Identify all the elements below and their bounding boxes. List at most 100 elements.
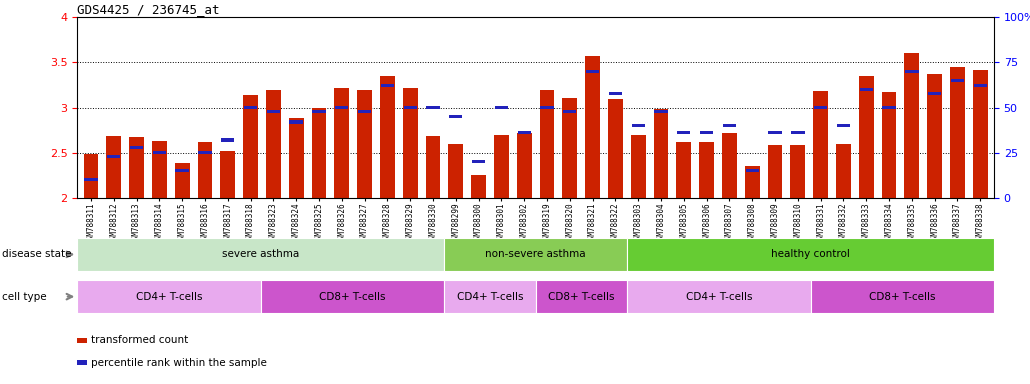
Bar (814, 91, 828, 198)
Bar (77, 280, 261, 313)
Bar (261, 280, 444, 313)
Bar (83, 154, 98, 198)
Bar (745, 166, 760, 198)
Bar (540, 90, 554, 198)
Bar (448, 144, 464, 198)
Text: CD4+ T-cells: CD4+ T-cells (136, 291, 202, 302)
Bar (152, 151, 166, 154)
Bar (860, 88, 872, 91)
Bar (722, 133, 736, 198)
Bar (311, 108, 327, 198)
Bar (631, 124, 645, 127)
Bar (267, 109, 280, 113)
Text: non-severe asthma: non-severe asthma (485, 249, 586, 260)
Bar (791, 131, 804, 134)
Bar (357, 109, 371, 113)
Bar (494, 106, 508, 109)
Bar (84, 178, 98, 181)
Bar (723, 124, 736, 127)
Bar (403, 88, 417, 198)
Bar (768, 131, 782, 134)
Bar (882, 92, 896, 198)
Bar (767, 146, 783, 198)
Bar (517, 133, 531, 198)
Bar (449, 115, 462, 118)
Bar (859, 76, 873, 198)
Bar (836, 124, 850, 127)
Bar (381, 84, 394, 88)
Bar (927, 74, 942, 198)
Bar (541, 106, 554, 109)
Bar (677, 131, 690, 134)
Bar (536, 280, 627, 313)
Bar (627, 238, 994, 271)
Bar (77, 238, 444, 271)
Bar (199, 151, 211, 154)
Bar (288, 118, 304, 198)
Text: severe asthma: severe asthma (222, 249, 300, 260)
Bar (585, 56, 600, 198)
Bar (494, 135, 509, 198)
Bar (425, 136, 441, 198)
Bar (266, 90, 281, 198)
Bar (973, 84, 987, 88)
Bar (951, 79, 964, 82)
Text: percentile rank within the sample: percentile rank within the sample (91, 358, 267, 368)
Bar (836, 144, 851, 198)
Bar (746, 169, 759, 172)
Bar (699, 142, 714, 198)
Bar (562, 99, 577, 198)
Bar (426, 106, 440, 109)
Bar (312, 109, 325, 113)
Bar (627, 280, 811, 313)
Bar (904, 53, 919, 198)
Bar (517, 131, 530, 134)
Bar (152, 141, 167, 198)
Text: CD8+ T-cells: CD8+ T-cells (319, 291, 385, 302)
Bar (973, 70, 988, 198)
Bar (472, 160, 485, 163)
Text: CD8+ T-cells: CD8+ T-cells (548, 291, 615, 302)
Bar (563, 109, 577, 113)
Bar (905, 70, 919, 73)
Bar (129, 137, 144, 198)
Bar (444, 238, 627, 271)
Bar (700, 131, 714, 134)
Text: healthy control: healthy control (771, 249, 850, 260)
Bar (404, 106, 417, 109)
Bar (677, 142, 691, 198)
Bar (357, 90, 372, 198)
Bar (790, 146, 805, 198)
Bar (243, 95, 258, 198)
Text: disease state: disease state (2, 249, 71, 260)
Bar (77, 360, 88, 365)
Text: cell type: cell type (2, 291, 46, 302)
Bar (883, 106, 896, 109)
Bar (335, 106, 348, 109)
Bar (630, 135, 646, 198)
Bar (221, 138, 235, 142)
Bar (198, 142, 212, 198)
Bar (444, 280, 536, 313)
Text: CD8+ T-cells: CD8+ T-cells (869, 291, 935, 302)
Text: GDS4425 / 236745_at: GDS4425 / 236745_at (77, 3, 219, 16)
Bar (77, 338, 88, 343)
Bar (175, 164, 190, 198)
Bar (175, 169, 188, 172)
Bar (811, 280, 994, 313)
Bar (586, 70, 599, 73)
Bar (107, 155, 121, 158)
Bar (608, 99, 623, 198)
Bar (220, 151, 235, 198)
Text: transformed count: transformed count (91, 335, 188, 345)
Bar (814, 106, 827, 109)
Bar (654, 109, 667, 113)
Bar (289, 120, 303, 124)
Bar (471, 175, 486, 198)
Bar (380, 76, 394, 198)
Bar (928, 91, 941, 95)
Bar (106, 136, 122, 198)
Bar (609, 91, 622, 95)
Bar (654, 109, 668, 198)
Bar (130, 146, 143, 149)
